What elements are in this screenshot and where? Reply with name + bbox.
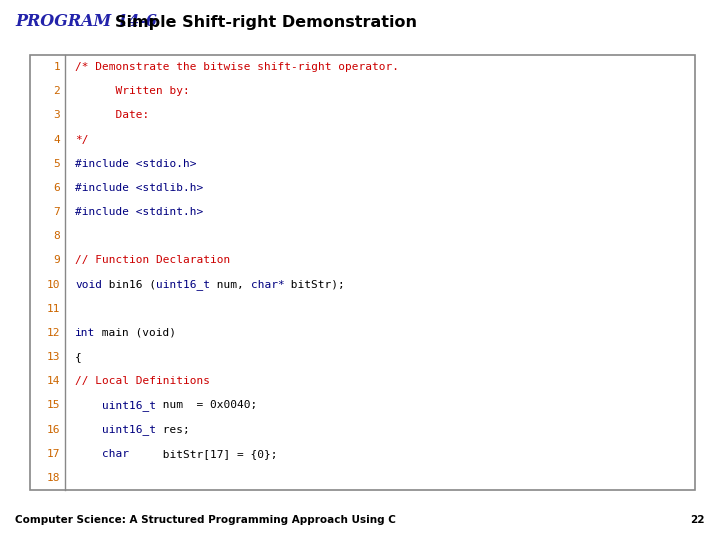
Text: void: void <box>75 280 102 289</box>
Text: char: char <box>102 449 129 459</box>
Text: 2: 2 <box>53 86 60 96</box>
Text: num,: num, <box>210 280 251 289</box>
Text: char*: char* <box>251 280 284 289</box>
Text: res;: res; <box>156 424 190 435</box>
Text: 15: 15 <box>47 401 60 410</box>
Text: Written by:: Written by: <box>75 86 190 96</box>
Text: 8: 8 <box>53 231 60 241</box>
Text: // Local Definitions: // Local Definitions <box>75 376 210 386</box>
Text: 18: 18 <box>47 473 60 483</box>
Text: 13: 13 <box>47 352 60 362</box>
Text: 16: 16 <box>47 424 60 435</box>
Text: {: { <box>75 352 82 362</box>
Text: bin16 (: bin16 ( <box>102 280 156 289</box>
Text: num  = 0x0040;: num = 0x0040; <box>156 401 257 410</box>
Text: */: */ <box>75 134 89 145</box>
Text: 17: 17 <box>47 449 60 459</box>
Text: #include <stdio.h>: #include <stdio.h> <box>75 159 197 168</box>
Text: 4: 4 <box>53 134 60 145</box>
Text: main (void): main (void) <box>95 328 176 338</box>
Text: uint16_t: uint16_t <box>102 424 156 435</box>
Text: bitStr);: bitStr); <box>284 280 345 289</box>
Text: 5: 5 <box>53 159 60 168</box>
Text: 22: 22 <box>690 515 705 525</box>
Text: 3: 3 <box>53 110 60 120</box>
Text: Computer Science: A Structured Programming Approach Using C: Computer Science: A Structured Programmi… <box>15 515 396 525</box>
Text: 12: 12 <box>47 328 60 338</box>
Text: 14: 14 <box>47 376 60 386</box>
Text: 6: 6 <box>53 183 60 193</box>
Text: Date:: Date: <box>75 110 149 120</box>
Text: PROGRAM 14-6: PROGRAM 14-6 <box>15 14 157 30</box>
Text: /* Demonstrate the bitwise shift-right operator.: /* Demonstrate the bitwise shift-right o… <box>75 62 399 72</box>
Text: bitStr[17] = {0};: bitStr[17] = {0}; <box>129 449 277 459</box>
Text: Simple Shift-right Demonstration: Simple Shift-right Demonstration <box>115 15 417 30</box>
Text: // Function Declaration: // Function Declaration <box>75 255 230 266</box>
Text: 7: 7 <box>53 207 60 217</box>
Text: 11: 11 <box>47 303 60 314</box>
Text: uint16_t: uint16_t <box>156 279 210 290</box>
Text: 10: 10 <box>47 280 60 289</box>
Text: 1: 1 <box>53 62 60 72</box>
Text: uint16_t: uint16_t <box>102 400 156 411</box>
Text: #include <stdlib.h>: #include <stdlib.h> <box>75 183 203 193</box>
Text: #include <stdint.h>: #include <stdint.h> <box>75 207 203 217</box>
Text: int: int <box>75 328 95 338</box>
Text: 9: 9 <box>53 255 60 266</box>
